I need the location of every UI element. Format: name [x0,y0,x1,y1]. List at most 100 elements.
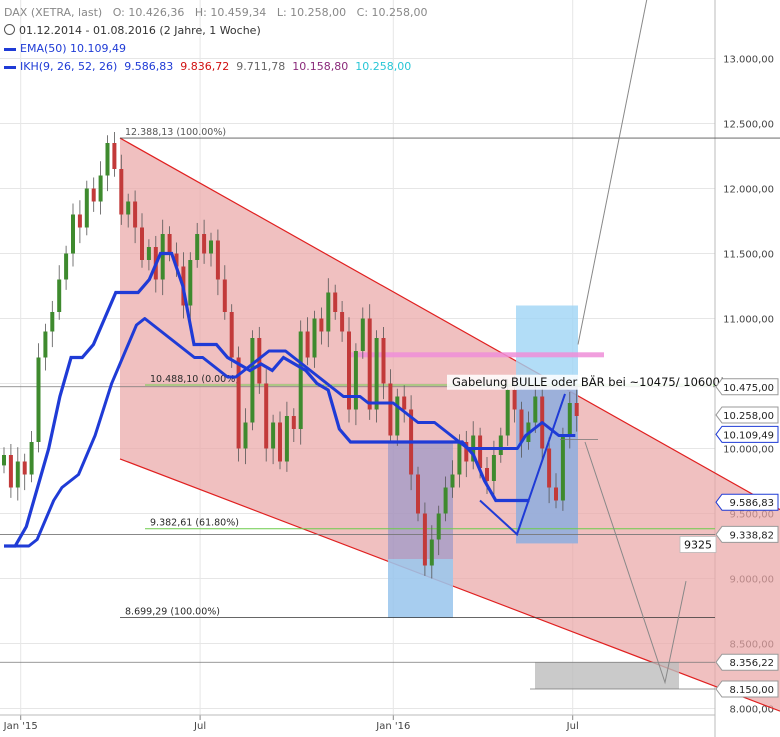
ema-swatch [4,47,16,51]
candle-body [381,338,386,384]
candle-body [126,201,131,215]
candle-body [567,403,572,436]
candle-body [188,260,193,306]
price-label-text: 10.475,00 [723,383,774,394]
candle-body [243,422,248,449]
candle-body [436,513,441,540]
ikh-value-5: 10.258,00 [355,60,412,73]
candle-body [174,253,179,267]
candle-body [202,234,207,254]
candle-body [133,201,138,228]
price-label-box [715,378,779,396]
price-label-box [715,425,779,443]
candle-body [326,292,331,332]
fib-label: 10.488,10 (0.00%) [150,374,239,385]
ikh-tenkan-line [4,251,530,548]
candle-body [402,396,407,410]
candle-body [229,312,234,358]
bear-projection [584,441,687,685]
chart-legend: DAX (XETRA, last) O: 10.426,36 H: 10.459… [4,4,428,76]
candle-body [57,279,62,312]
price-label-box [715,406,779,424]
ikh-value-1: 9.586,83 [124,60,174,73]
candle-body [554,487,558,501]
x-tick-label: Jul [193,721,206,732]
candle-body [284,416,289,462]
candle-body [340,312,345,332]
candle-body [29,442,34,475]
candle-body [485,468,489,481]
candle-body [491,455,496,481]
close-value: C: 10.258,00 [356,6,428,19]
x-tick-label: Jan '15 [3,721,38,732]
candle-body [498,435,503,455]
candle-body [416,474,420,514]
date-range: 01.12.2014 - 01.08.2016 (2 Jahre, 1 Woch… [19,24,261,37]
candle-body [353,351,358,410]
price-label-text: 8.150,00 [729,685,774,696]
low-value: L: 10.258,00 [276,6,347,19]
channel-upper-line [119,137,780,511]
candle-body [271,422,276,449]
zone-blue-1 [388,559,453,618]
price-label-text: 10.258,00 [723,411,774,422]
candle-body [119,169,124,215]
ikh-label: IKH(9, 26, 52, 26) [20,60,118,73]
candle-body [222,279,227,312]
price-label-box [715,680,779,698]
bull-projection [479,393,566,537]
fib-label: 12.388,13 (100.00%) [125,127,226,138]
ema-label: EMA(50) [20,42,67,55]
clock-icon [4,24,15,35]
ikh-swatch [4,65,16,69]
candle-body [36,357,41,442]
candle-body [574,403,579,416]
price-label-text: 10.109,49 [723,430,774,441]
candle-body [112,143,117,169]
ema-value: 10.109,49 [70,42,127,55]
candle-body [395,396,400,436]
candle-body [146,247,151,260]
candle-body [195,234,200,260]
y-tick-label: 13.000,00 [723,55,774,66]
candle-body [257,338,262,384]
candle-body [15,461,20,488]
level-9325-box [679,536,717,553]
symbol-title: DAX (XETRA, last) [4,6,103,19]
candle-body [305,331,310,358]
x-tick-label: Jul [566,721,579,732]
candle-body [443,487,448,514]
fib-label: 9.382,61 (61.80%) [150,518,239,529]
price-label-text: 9.338,82 [729,530,774,541]
candle-body [547,448,552,488]
candle-body [105,143,110,176]
candle-body [429,539,434,566]
ikh-value-4: 10.158,80 [292,60,349,73]
candle-body [215,240,220,280]
zone-purple-2 [516,383,578,544]
candle-body [360,318,365,351]
candle-body [560,435,565,501]
candle-body [2,455,6,466]
candle-body [22,461,27,475]
price-label-box [715,653,779,671]
price-label-text: 9.586,83 [729,498,774,509]
y-tick-label: 12.500,00 [723,120,774,131]
candle-body [91,188,96,202]
candle-body [505,390,510,436]
candle-body [312,318,317,358]
candle-body [464,442,469,462]
annotation-text: Gabelung BULLE oder BÄR bei ~10475/ 1060… [452,374,724,389]
candle-body [140,227,144,260]
candle-body [388,383,393,436]
price-label-text: 8.356,22 [729,658,774,669]
candle-body [333,292,338,312]
candle-body [64,253,69,280]
price-label-box [715,525,779,543]
resistance-band [350,352,604,358]
x-tick-label: Jan '16 [375,721,410,732]
candle-body [347,331,351,410]
price-label-box [715,493,779,511]
candle-body [236,357,241,449]
